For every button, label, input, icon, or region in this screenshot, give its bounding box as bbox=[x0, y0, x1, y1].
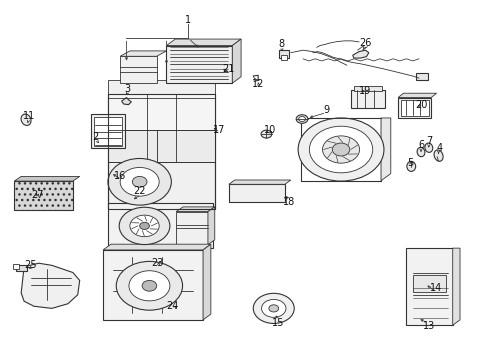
Text: 22: 22 bbox=[133, 186, 145, 197]
Bar bbox=[166, 45, 232, 83]
Polygon shape bbox=[122, 98, 131, 105]
Circle shape bbox=[130, 215, 159, 237]
Text: 9: 9 bbox=[323, 105, 329, 115]
Bar bbox=[353, 86, 381, 91]
Bar bbox=[350, 90, 384, 108]
Circle shape bbox=[296, 115, 307, 123]
Text: 20: 20 bbox=[414, 100, 427, 110]
Circle shape bbox=[253, 293, 294, 323]
Circle shape bbox=[120, 167, 159, 196]
Text: 11: 11 bbox=[23, 111, 35, 121]
Bar bbox=[406, 248, 452, 325]
Text: 10: 10 bbox=[264, 125, 276, 135]
Polygon shape bbox=[14, 176, 80, 181]
Circle shape bbox=[298, 118, 383, 181]
Bar bbox=[300, 118, 380, 181]
Circle shape bbox=[322, 136, 359, 163]
Circle shape bbox=[140, 222, 149, 229]
Polygon shape bbox=[120, 51, 166, 56]
Text: 5: 5 bbox=[407, 158, 412, 168]
Bar bbox=[108, 94, 215, 130]
Bar bbox=[228, 184, 285, 202]
Ellipse shape bbox=[424, 143, 432, 152]
Polygon shape bbox=[203, 244, 210, 320]
Bar bbox=[108, 98, 157, 162]
Text: 25: 25 bbox=[24, 260, 37, 270]
Ellipse shape bbox=[21, 114, 31, 125]
Text: 14: 14 bbox=[428, 283, 441, 293]
Text: 2: 2 bbox=[92, 132, 99, 142]
Text: 12: 12 bbox=[251, 79, 264, 89]
Ellipse shape bbox=[416, 147, 424, 157]
Bar bbox=[108, 80, 215, 94]
Text: 7: 7 bbox=[425, 136, 431, 145]
Bar bbox=[14, 181, 73, 211]
Bar bbox=[400, 100, 428, 116]
Text: 6: 6 bbox=[417, 140, 423, 150]
Polygon shape bbox=[380, 118, 390, 181]
Bar bbox=[103, 250, 203, 320]
Bar bbox=[94, 117, 122, 146]
Polygon shape bbox=[166, 39, 241, 45]
Bar bbox=[108, 94, 215, 209]
Ellipse shape bbox=[433, 150, 442, 161]
Bar bbox=[157, 98, 215, 162]
Bar bbox=[108, 203, 212, 248]
Circle shape bbox=[331, 143, 349, 156]
Text: 21: 21 bbox=[222, 64, 235, 74]
Bar bbox=[14, 181, 73, 211]
Polygon shape bbox=[176, 207, 214, 212]
Circle shape bbox=[142, 280, 157, 291]
Polygon shape bbox=[228, 180, 290, 184]
Text: 19: 19 bbox=[359, 86, 371, 96]
Text: 26: 26 bbox=[359, 38, 371, 48]
Circle shape bbox=[261, 130, 271, 138]
Polygon shape bbox=[207, 207, 214, 244]
Bar bbox=[91, 114, 125, 148]
Circle shape bbox=[132, 176, 147, 187]
Text: 16: 16 bbox=[114, 171, 126, 181]
Text: 24: 24 bbox=[166, 301, 178, 311]
Text: 27: 27 bbox=[31, 190, 43, 200]
Bar bbox=[120, 56, 157, 83]
Bar bbox=[412, 275, 445, 292]
Text: 13: 13 bbox=[422, 321, 434, 331]
Text: 17: 17 bbox=[212, 125, 225, 135]
Bar bbox=[280, 55, 287, 60]
Circle shape bbox=[108, 158, 171, 205]
Polygon shape bbox=[103, 244, 210, 250]
Bar bbox=[13, 264, 19, 269]
Circle shape bbox=[261, 300, 285, 318]
Text: 23: 23 bbox=[151, 258, 163, 268]
Bar bbox=[176, 212, 207, 244]
Polygon shape bbox=[452, 248, 459, 325]
Polygon shape bbox=[21, 263, 80, 309]
Polygon shape bbox=[352, 50, 368, 58]
Circle shape bbox=[129, 271, 169, 301]
Text: 3: 3 bbox=[124, 84, 130, 94]
Circle shape bbox=[268, 305, 278, 312]
Circle shape bbox=[116, 261, 182, 310]
Bar bbox=[16, 265, 27, 271]
Text: 1: 1 bbox=[185, 15, 191, 26]
Polygon shape bbox=[397, 93, 436, 98]
Circle shape bbox=[309, 126, 372, 173]
Polygon shape bbox=[232, 39, 241, 83]
Text: 18: 18 bbox=[283, 197, 295, 207]
Circle shape bbox=[298, 117, 305, 122]
Text: 15: 15 bbox=[271, 318, 283, 328]
Ellipse shape bbox=[406, 161, 415, 171]
Circle shape bbox=[119, 207, 169, 244]
Text: 8: 8 bbox=[278, 40, 284, 49]
Text: 4: 4 bbox=[436, 143, 442, 153]
Bar bbox=[397, 98, 430, 118]
Bar bbox=[278, 50, 289, 58]
Bar bbox=[415, 73, 427, 80]
